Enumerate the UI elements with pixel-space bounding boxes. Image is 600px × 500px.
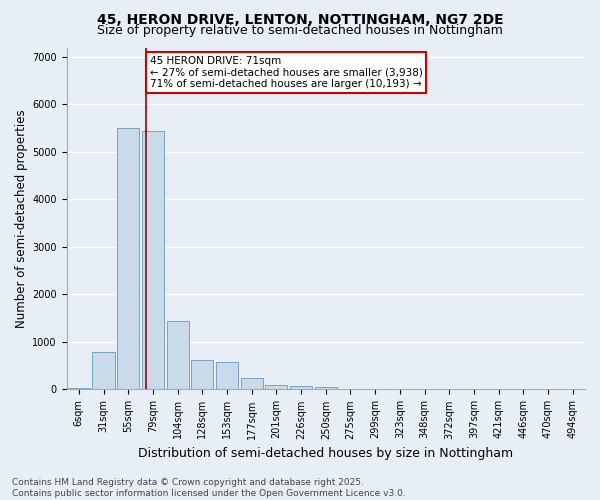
Text: 45 HERON DRIVE: 71sqm
← 27% of semi-detached houses are smaller (3,938)
71% of s: 45 HERON DRIVE: 71sqm ← 27% of semi-deta… — [150, 56, 422, 89]
X-axis label: Distribution of semi-detached houses by size in Nottingham: Distribution of semi-detached houses by … — [138, 447, 514, 460]
Bar — [92, 352, 115, 390]
Text: Contains HM Land Registry data © Crown copyright and database right 2025.
Contai: Contains HM Land Registry data © Crown c… — [12, 478, 406, 498]
Y-axis label: Number of semi-detached properties: Number of semi-detached properties — [15, 109, 28, 328]
Bar — [142, 130, 164, 390]
Bar — [265, 384, 287, 390]
Bar — [167, 320, 189, 390]
Bar — [216, 362, 238, 390]
Bar — [117, 128, 139, 390]
Bar — [191, 360, 214, 390]
Text: 45, HERON DRIVE, LENTON, NOTTINGHAM, NG7 2DE: 45, HERON DRIVE, LENTON, NOTTINGHAM, NG7… — [97, 12, 503, 26]
Bar — [241, 378, 263, 390]
Bar — [314, 387, 337, 390]
Bar — [68, 388, 90, 390]
Bar — [290, 386, 312, 390]
Text: Size of property relative to semi-detached houses in Nottingham: Size of property relative to semi-detach… — [97, 24, 503, 37]
